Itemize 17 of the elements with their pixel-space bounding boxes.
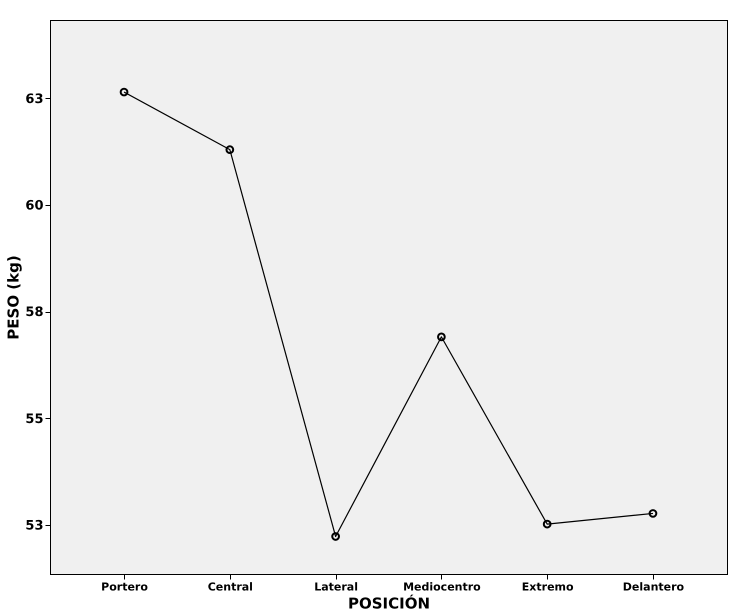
x-tick-label: Extremo — [522, 580, 574, 594]
x-tick-label: Lateral — [314, 580, 358, 594]
y-tick-label: 55 — [25, 412, 44, 427]
y-tick-label: 63 — [25, 92, 44, 107]
x-tick-label: Delantero — [622, 580, 685, 594]
point — [331, 532, 340, 541]
point — [225, 145, 234, 154]
point — [437, 332, 446, 342]
x-tick-label: Central — [208, 580, 253, 594]
x-axis-title: POSICIÓN — [348, 594, 430, 612]
point — [542, 520, 552, 528]
y-tick-label: 58 — [25, 305, 44, 320]
y-axis-title: PESO (kg) — [4, 255, 22, 340]
x-tick-label: Mediocentro — [403, 580, 482, 594]
y-tick-label: 53 — [25, 518, 44, 534]
x-tick-label: Portero — [101, 580, 148, 594]
y-tick-label: 60 — [25, 198, 44, 214]
